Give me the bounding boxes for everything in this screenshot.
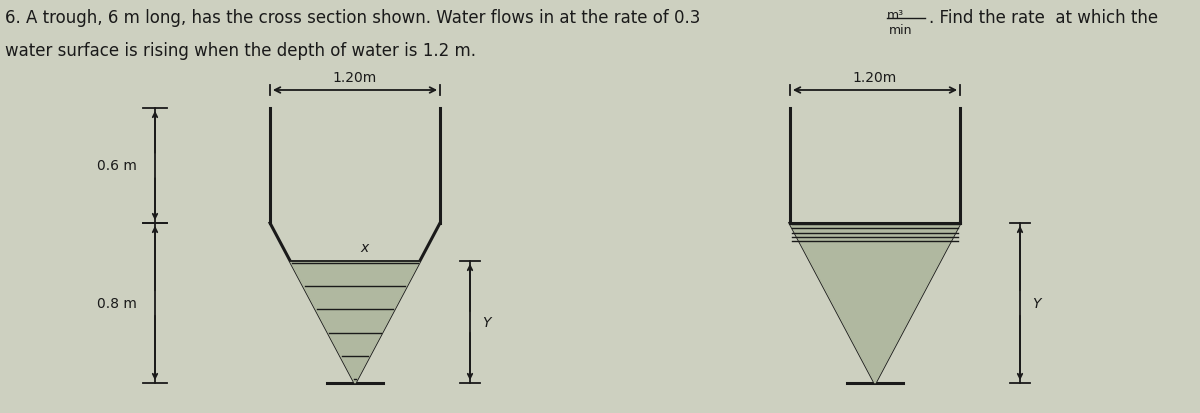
Text: 0.8 m: 0.8 m <box>97 296 137 310</box>
Text: 6. A trough, 6 m long, has the cross section shown. Water flows in at the rate o: 6. A trough, 6 m long, has the cross sec… <box>5 9 706 27</box>
Text: Y: Y <box>482 315 491 329</box>
Text: min: min <box>889 24 912 37</box>
Text: 0.6 m: 0.6 m <box>97 159 137 173</box>
Polygon shape <box>790 223 960 383</box>
Text: Y: Y <box>1032 296 1040 310</box>
Text: water surface is rising when the depth of water is 1.2 m.: water surface is rising when the depth o… <box>5 42 476 60</box>
Text: 1.20m: 1.20m <box>332 71 377 85</box>
Text: 1.20m: 1.20m <box>853 71 898 85</box>
Text: . Find the rate  at which the: . Find the rate at which the <box>929 9 1158 27</box>
Text: x: x <box>360 240 368 254</box>
Text: m³: m³ <box>887 9 904 22</box>
Polygon shape <box>290 261 420 383</box>
